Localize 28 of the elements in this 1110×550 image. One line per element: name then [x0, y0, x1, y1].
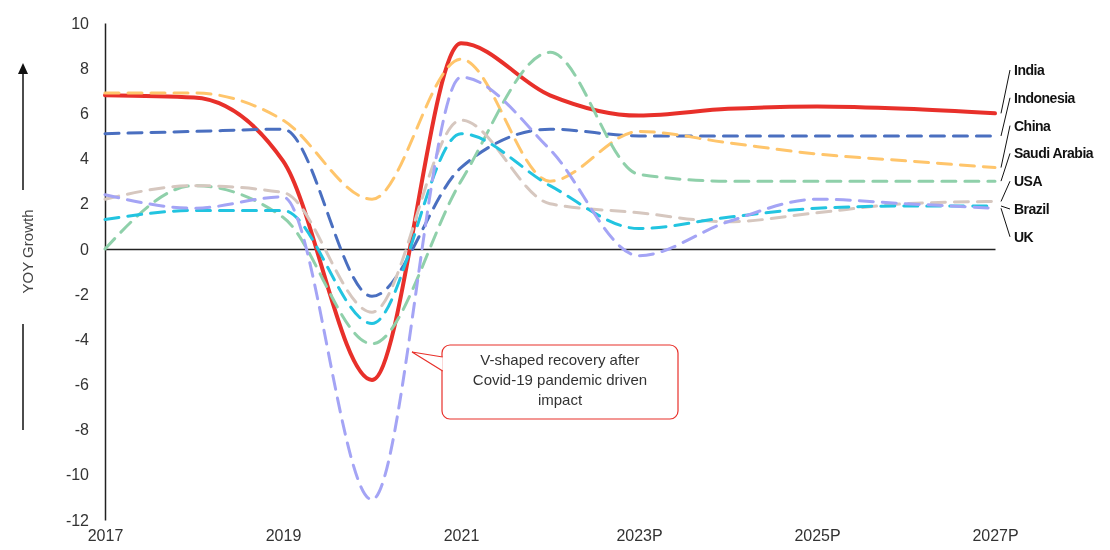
x-tick-label: 2025P — [794, 527, 841, 545]
y-tick-label: 2 — [80, 195, 90, 213]
x-tick-label: 2021 — [443, 527, 480, 545]
y-tick-label: -6 — [74, 376, 90, 394]
x-tick-label: 2023P — [616, 527, 663, 545]
series-label: Saudi Arabia — [1014, 145, 1094, 162]
y-tick-label: -4 — [74, 330, 90, 348]
annotation: V-shaped recovery after Covid-19 pandemic driven impact — [472, 351, 648, 408]
y-tick-label: 8 — [80, 59, 90, 77]
y-tick-label: 4 — [80, 150, 90, 168]
y-tick-label: -2 — [74, 285, 90, 303]
y-tick-label: -10 — [65, 466, 90, 484]
y-tick-label: -12 — [65, 511, 90, 529]
x-tick-label: 2027P — [972, 527, 1019, 545]
x-tick-label: 2019 — [265, 527, 302, 545]
y-tick-label: 0 — [80, 240, 90, 258]
text: Indonesia — [1014, 89, 1076, 106]
y-tick-label: -8 — [74, 421, 90, 439]
y-tick-label: 10 — [71, 14, 90, 32]
y-axis-title: YOY Growth — [19, 209, 37, 294]
text: India — [1014, 61, 1045, 78]
series-label: Brazil — [1014, 200, 1050, 217]
series-label: USA — [1014, 173, 1043, 190]
series-label: UK — [1014, 228, 1034, 245]
line-series — [103, 57, 997, 201]
y-tick-label: 6 — [80, 104, 90, 122]
x-tick-label: 2017 — [87, 527, 124, 545]
text: China — [1014, 117, 1052, 134]
